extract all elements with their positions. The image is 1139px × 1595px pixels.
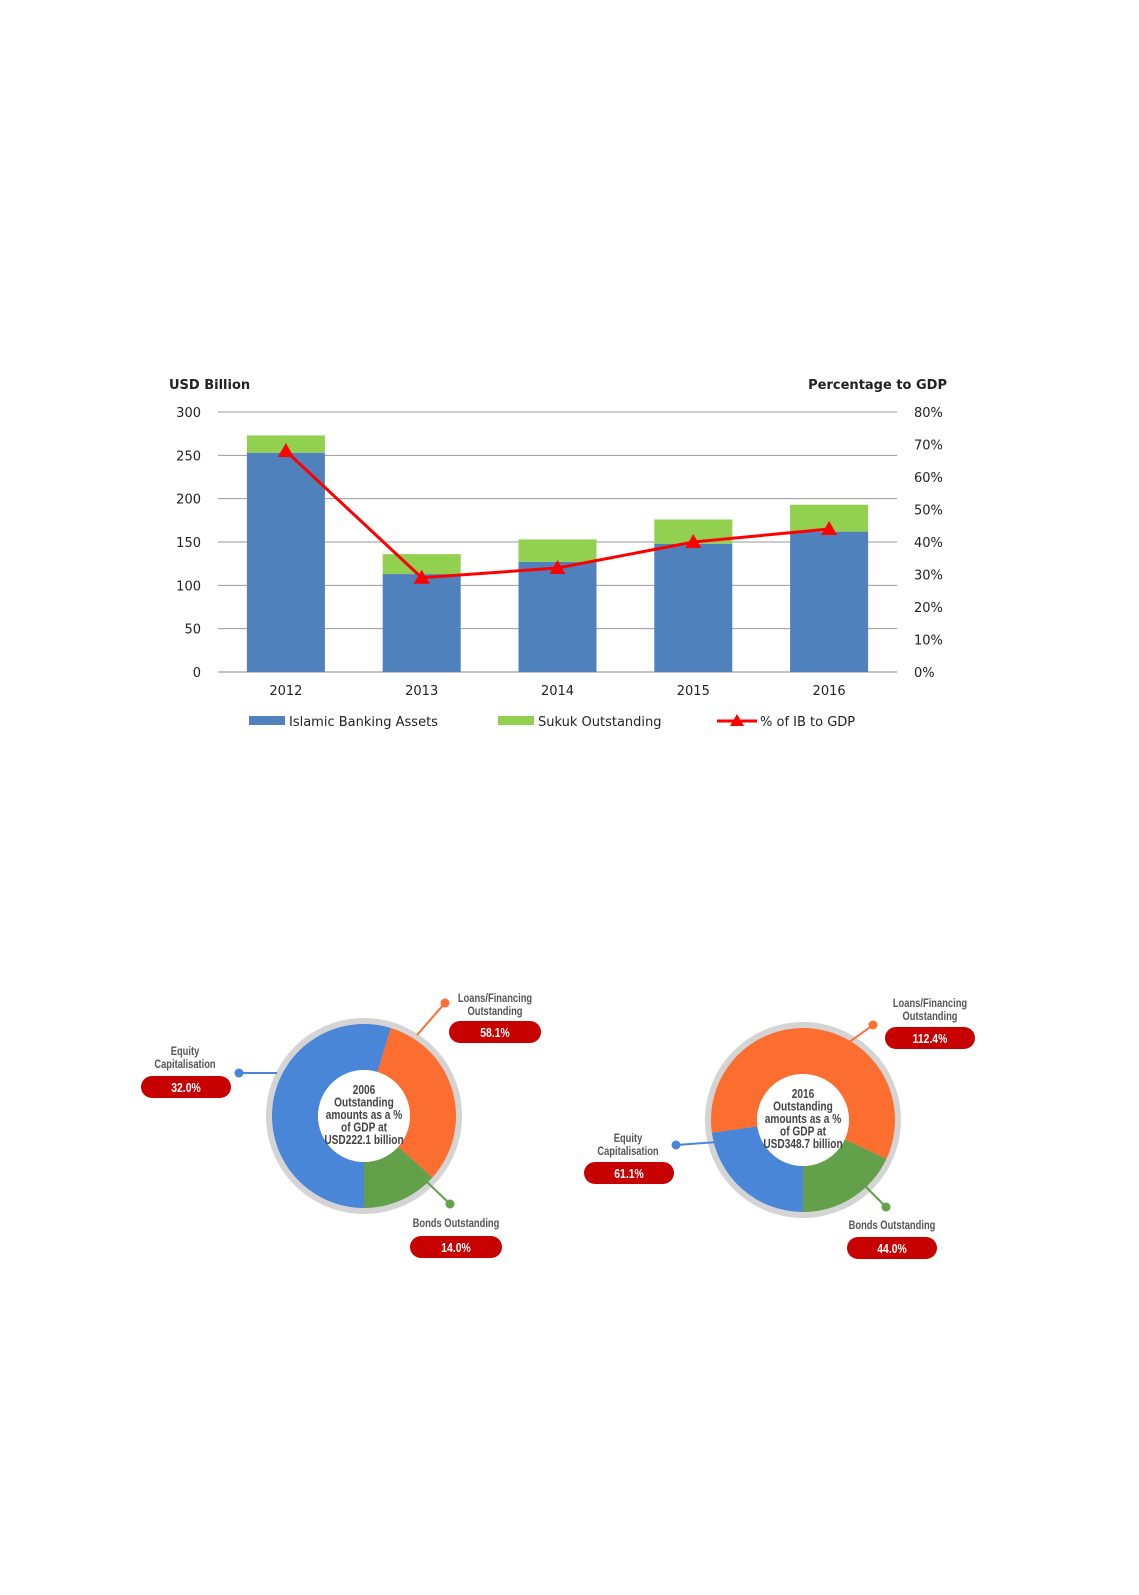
y-tick-label: 300 [176,406,201,421]
y2-tick-label: 20% [914,601,943,616]
slice-label: Capitalisation [597,1145,658,1158]
donut-center-text: USD348.7 billion [763,1137,842,1151]
slice-value: 44.0% [877,1242,907,1256]
x-tick-label: 2014 [541,684,574,699]
y-tick-label: 150 [176,536,201,551]
bar-islamic-banking-assets [790,531,869,672]
donut-center-text: 2016 [792,1087,815,1101]
donut-hole [757,1074,849,1166]
y2-tick-label: 30% [914,569,943,584]
donut-slice [711,1126,803,1212]
donut-hole [318,1070,410,1162]
donut-slice [803,1139,887,1212]
y2-axis-title: Percentage to GDP [808,378,947,393]
value-pill [847,1237,937,1259]
value-pill [410,1236,502,1258]
bar-islamic-banking-assets [382,574,461,672]
value-pill [584,1162,674,1184]
donut-slice [364,1146,433,1208]
line-marker [549,560,566,574]
legend-label: Islamic Banking Assets [289,715,438,730]
slice-label: Equity [614,1132,643,1145]
stacked-bar-line-chart: USD Billion Percentage to GDP 0 50 100 150 200… [169,378,947,730]
leader-dot [440,998,450,1008]
y-tick-label: 100 [176,579,201,594]
leader-dot [881,1202,891,1212]
slice-value: 32.0% [171,1081,201,1095]
slice-label: Equity [171,1045,200,1058]
leader-line [426,1181,451,1205]
value-pill [449,1021,541,1043]
y2-tick-label: 40% [914,536,943,551]
legend-label: % of IB to GDP [760,715,855,730]
line-marker [821,521,838,535]
leader-dot [868,1020,878,1030]
slice-label: Bonds Outstanding [413,1217,500,1230]
slice-value: 112.4% [913,1032,948,1046]
bar-islamic-banking-assets [518,561,597,672]
value-pill [141,1076,231,1098]
donut-center-text: of GDP at [341,1120,387,1134]
donut-center-text: of GDP at [780,1124,826,1138]
donut-center-text: USD222.1 billion [324,1133,403,1147]
value-pill [885,1027,975,1049]
slice-label: Bonds Outstanding [849,1219,936,1232]
legend-swatch [249,716,285,725]
donut-center-text: Outstanding [773,1099,833,1113]
slice-value: 14.0% [441,1241,471,1255]
y-tick-label: 50 [184,623,201,638]
leader-dot [445,1199,455,1209]
slice-label: Loans/Financing [893,997,967,1010]
leader-line [675,1141,719,1146]
leader-dot [234,1068,244,1078]
bar-islamic-banking-assets [654,543,733,672]
y2-tick-label: 70% [914,439,943,454]
y2-tick-label: 60% [914,471,943,486]
x-tick-label: 2015 [677,684,710,699]
slice-label: Loans/Financing [458,992,532,1005]
slice-value: 61.1% [614,1167,644,1181]
y-tick-label: 250 [176,449,201,464]
bar-sukuk-outstanding [518,539,597,562]
x-tick-label: 2013 [405,684,438,699]
y2-tick-label: 0% [914,666,935,681]
donut-center-text: Outstanding [334,1095,394,1109]
bar-islamic-banking-assets [246,452,325,672]
legend-label: Sukuk Outstanding [538,715,662,730]
leader-dot [671,1140,681,1150]
line-marker [685,534,702,548]
y-axis-title: USD Billion [169,378,250,393]
y2-tick-label: 80% [914,406,943,421]
donut-center-text: 2006 [353,1083,376,1097]
line-marker [413,569,430,584]
slice-label: Outstanding [467,1005,522,1018]
donut-slice [271,1024,391,1209]
y2-tick-label: 10% [914,634,943,649]
line-marker [277,443,294,457]
donut-center-text: amounts as a % [326,1108,403,1122]
donut-slice [711,1028,895,1159]
leader-line [847,1024,874,1044]
leader-line [863,1184,887,1208]
slice-label: Capitalisation [154,1058,215,1071]
legend-swatch [498,716,534,725]
y-tick-label: 0 [193,666,201,681]
slice-label: Outstanding [902,1010,957,1023]
legend-marker [730,714,744,726]
x-tick-label: 2012 [269,684,302,699]
slice-value: 58.1% [480,1026,510,1040]
y-tick-label: 200 [176,493,201,508]
donut-slice [377,1028,457,1178]
leader-line [416,1002,446,1036]
y2-tick-label: 50% [914,504,943,519]
x-tick-label: 2016 [813,684,846,699]
donut-center-text: amounts as a % [765,1112,842,1126]
